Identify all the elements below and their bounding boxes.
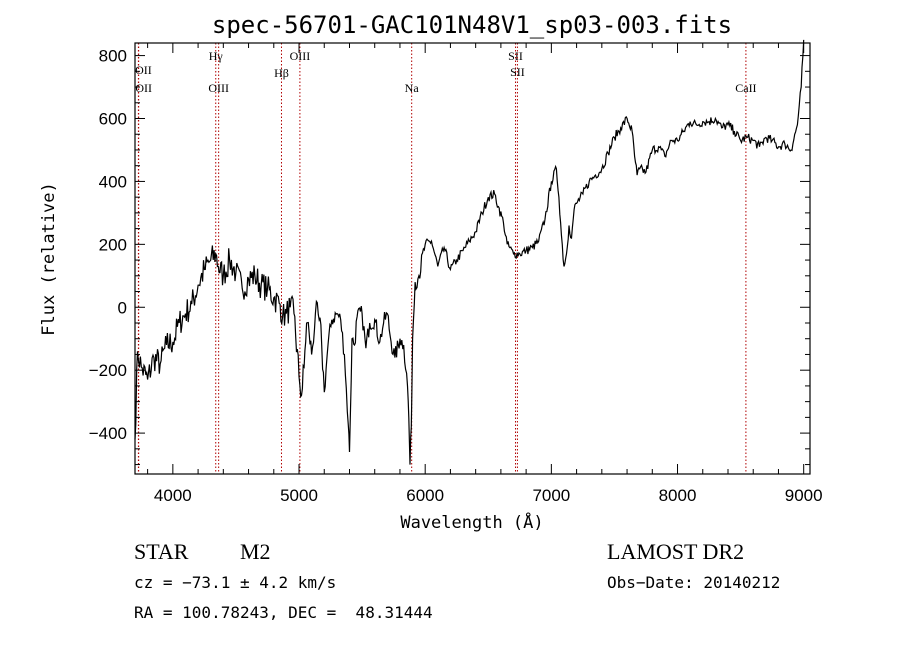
y-axis: −400 −200 0 200 400 600 800 (89, 47, 810, 466)
y-tick-label: −200 (89, 361, 127, 380)
reference-line-label: Na (405, 81, 420, 95)
y-tick-label: −400 (89, 424, 127, 443)
x-axis: 4000 5000 6000 7000 8000 9000 (147, 43, 823, 505)
x-tick-label: 6000 (406, 486, 444, 505)
chart-title: spec-56701-GAC101N48V1_sp03-003.fits (212, 11, 732, 39)
y-tick-label: 600 (99, 110, 127, 129)
reference-line-label: SII (508, 49, 523, 63)
survey-name: LAMOST DR2 (607, 539, 745, 564)
reference-line-label: Hβ (274, 66, 289, 80)
y-tick-label: 0 (118, 298, 127, 317)
reference-line-label: Hγ (209, 49, 224, 63)
object-subclass: M2 (240, 539, 271, 564)
x-tick-label: 7000 (532, 486, 570, 505)
x-tick-label: 4000 (154, 486, 192, 505)
coordinates: RA = 100.78243, DEC = 48.31444 (134, 603, 433, 622)
x-tick-label: 5000 (280, 486, 318, 505)
reference-line-label: OIII (290, 49, 311, 63)
x-tick-label: 9000 (785, 486, 823, 505)
y-tick-label: 400 (99, 172, 127, 191)
reference-line-label: OIII (208, 81, 229, 95)
reference-line-label: OII (135, 81, 152, 95)
x-tick-label: 8000 (659, 486, 697, 505)
reference-line-label: CaII (735, 81, 756, 95)
plot-frame (134, 42, 811, 475)
object-type: STAR (134, 539, 189, 564)
y-axis-label: Flux (relative) (39, 182, 59, 336)
x-axis-label: Wavelength (Å) (400, 511, 543, 533)
y-tick-label: 800 (99, 47, 127, 66)
observation-date: Obs−Date: 20140212 (607, 573, 781, 592)
reference-line-label: OII (135, 63, 152, 77)
redshift-velocity: cz = −73.1 ± 4.2 km/s (134, 573, 337, 592)
y-tick-label: 200 (99, 235, 127, 254)
spectrum-line (134, 39, 805, 465)
reference-line-label: SII (510, 65, 525, 79)
